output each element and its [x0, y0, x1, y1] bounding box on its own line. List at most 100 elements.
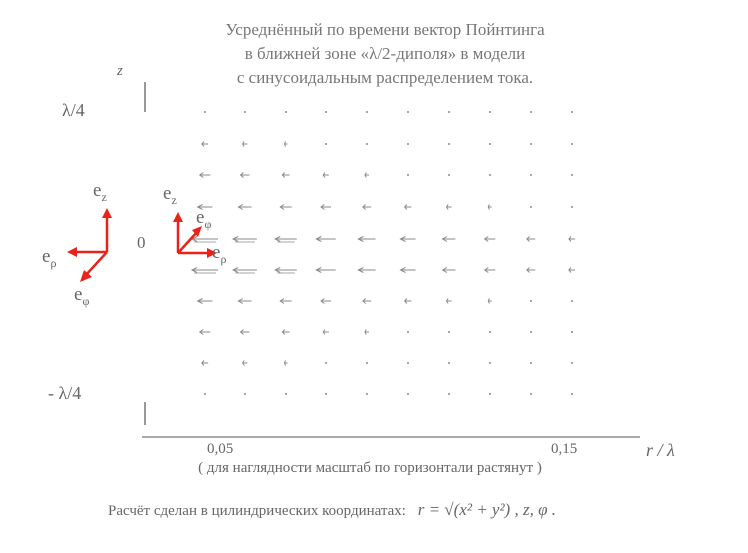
field-arrow: [357, 267, 376, 273]
title-line-3: с синусоидальным распределением тока.: [236, 68, 534, 87]
field-arrow: [231, 267, 257, 274]
field-arrow: [204, 393, 206, 395]
field-arrow: [399, 267, 416, 273]
bottom-limit-label: - λ/4: [48, 383, 82, 403]
ephi-arrowhead-left: [80, 270, 92, 282]
erho-arrowhead-right: [207, 248, 217, 258]
ez-arrowhead-left: [102, 208, 112, 218]
field-arrow: [239, 329, 250, 335]
field-arrow: [571, 362, 573, 364]
field-arrow: [571, 174, 573, 176]
field-arrow: [364, 172, 370, 178]
field-arrow: [489, 174, 491, 176]
field-arrow: [530, 300, 532, 302]
field-arrow: [530, 331, 532, 333]
field-arrow: [198, 329, 211, 335]
field-arrow: [201, 360, 209, 366]
erho-arrowhead-left: [67, 247, 77, 257]
field-arrow: [483, 236, 496, 242]
field-arrow: [448, 111, 450, 113]
field-arrow: [571, 393, 573, 395]
field-arrow: [571, 206, 573, 208]
ephi-arrow-right: [177, 231, 198, 254]
field-arrow: [483, 267, 496, 273]
ephi-label-left: eφ: [74, 284, 90, 308]
field-arrow: [448, 331, 450, 333]
field-arrow: [489, 143, 491, 145]
field-arrow: [489, 331, 491, 333]
field-arrow: [357, 236, 376, 242]
field-arrow: [487, 204, 492, 210]
tick-label-015: 0,15: [551, 441, 578, 457]
field-arrow: [407, 393, 409, 395]
field-arrow: [571, 143, 573, 145]
field-arrow: [366, 111, 368, 113]
formula-prefix: Расчёт сделан в цилиндрических координат…: [108, 503, 406, 519]
field-arrow: [366, 362, 368, 364]
basis-right: [173, 212, 217, 258]
field-arrow: [530, 206, 532, 208]
field-arrow: [530, 143, 532, 145]
field-arrow: [283, 141, 288, 147]
ez-arrowhead-right: [173, 212, 183, 222]
field-arrow: [322, 172, 329, 178]
field-arrow: [366, 393, 368, 395]
field-arrow: [237, 298, 252, 304]
field-arrow: [201, 141, 209, 147]
field-arrow: [407, 362, 409, 364]
field-arrow: [244, 393, 246, 395]
coordinates-formula: Расчёт сделан в цилиндрических координат…: [108, 500, 556, 520]
field-arrow: [448, 362, 450, 364]
zero-label: 0: [137, 233, 146, 252]
ez-label-left: ez: [93, 180, 107, 204]
field-arrow: [568, 267, 576, 273]
ephi-arrowhead-right: [192, 226, 202, 237]
ephi-label-right: eφ: [196, 207, 212, 231]
field-arrow: [320, 204, 331, 210]
diagram-title: Усреднённый по времени вектор Пойнтинга …: [150, 18, 620, 90]
ephi-arrow-left: [84, 251, 108, 277]
field-arrow: [281, 329, 290, 335]
vector-field: [190, 111, 576, 395]
basis-left: [67, 208, 112, 282]
field-arrow: [366, 143, 368, 145]
field-arrow: [362, 204, 372, 210]
field-arrow: [530, 362, 532, 364]
field-arrow: [325, 111, 327, 113]
field-arrow: [441, 267, 456, 273]
field-arrow: [237, 204, 252, 210]
tick-label-005: 0,05: [207, 441, 234, 457]
scale-note: ( для наглядности масштаб по горизонтали…: [198, 460, 542, 476]
r-axis-label: r / λ: [646, 440, 675, 460]
field-arrow: [530, 111, 532, 113]
field-arrow: [322, 329, 329, 335]
field-arrow: [362, 298, 372, 304]
field-arrow: [571, 300, 573, 302]
title-line-2: в ближней зоне «λ/2-диполя» в модели: [244, 44, 526, 63]
field-arrow: [364, 329, 370, 335]
field-arrow: [274, 267, 297, 274]
field-arrow: [571, 111, 573, 113]
erho-label-left: eρ: [42, 246, 57, 270]
title-line-1: Усреднённый по времени вектор Пойнтинга: [225, 20, 545, 39]
field-arrow: [204, 111, 206, 113]
axes: [142, 82, 640, 438]
field-arrow: [489, 393, 491, 395]
field-arrow: [526, 267, 536, 273]
field-arrow: [285, 393, 287, 395]
field-arrow: [242, 360, 248, 366]
field-arrow: [283, 360, 288, 366]
top-limit-label: λ/4: [62, 100, 85, 120]
z-axis-label: z: [117, 63, 123, 79]
field-arrow: [239, 172, 250, 178]
field-arrow: [198, 172, 211, 178]
field-arrow: [445, 298, 452, 304]
field-arrow: [407, 174, 409, 176]
erho-label-right: eρ: [212, 242, 227, 266]
field-arrow: [231, 236, 257, 243]
field-arrow: [196, 298, 213, 304]
field-arrow: [399, 236, 416, 242]
field-arrow: [407, 143, 409, 145]
field-arrow: [279, 298, 292, 304]
